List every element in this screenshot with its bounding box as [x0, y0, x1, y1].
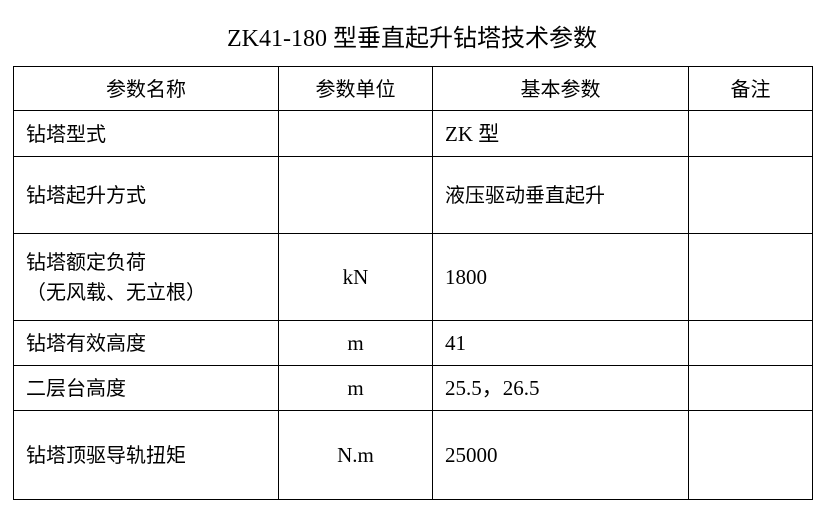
parameters-table: 参数名称 参数单位 基本参数 备注 钻塔型式 ZK 型 钻塔起升方式 液压驱动垂… — [13, 66, 813, 500]
param-name: 钻塔型式 — [13, 110, 279, 157]
param-note — [688, 320, 813, 366]
param-unit — [278, 110, 433, 157]
header-unit: 参数单位 — [278, 66, 433, 111]
param-value: 1800 — [432, 233, 689, 321]
table-row: 钻塔额定负荷 （无风载、无立根） kN 1800 — [13, 233, 813, 321]
header-name: 参数名称 — [13, 66, 279, 111]
param-unit: m — [278, 320, 433, 366]
param-name: 钻塔起升方式 — [13, 156, 279, 234]
table-header-row: 参数名称 参数单位 基本参数 备注 — [13, 66, 813, 111]
param-name: 钻塔额定负荷 （无风载、无立根） — [13, 233, 279, 321]
param-value: ZK 型 — [432, 110, 689, 157]
param-note — [688, 365, 813, 411]
table-row: 钻塔有效高度 m 41 — [13, 320, 813, 366]
param-value: 25.5，26.5 — [432, 365, 689, 411]
param-unit: m — [278, 365, 433, 411]
param-name: 钻塔顶驱导轨扭矩 — [13, 410, 279, 500]
param-note — [688, 156, 813, 234]
table-row: 钻塔型式 ZK 型 — [13, 110, 813, 157]
document-title: ZK41-180 型垂直起升钻塔技术参数 — [227, 26, 597, 52]
param-value: 液压驱动垂直起升 — [432, 156, 689, 234]
param-note — [688, 410, 813, 500]
param-unit: N.m — [278, 410, 433, 500]
param-name-line2: （无风载、无立根） — [26, 280, 206, 304]
param-name: 二层台高度 — [13, 365, 279, 411]
header-value: 基本参数 — [432, 66, 689, 111]
table-row: 钻塔起升方式 液压驱动垂直起升 — [13, 156, 813, 234]
param-unit: kN — [278, 233, 433, 321]
param-value: 41 — [432, 320, 689, 366]
param-note — [688, 233, 813, 321]
header-note: 备注 — [688, 66, 813, 111]
table-row: 钻塔顶驱导轨扭矩 N.m 25000 — [13, 410, 813, 500]
param-name-line1: 钻塔额定负荷 — [26, 250, 146, 274]
param-unit — [278, 156, 433, 234]
param-name: 钻塔有效高度 — [13, 320, 279, 366]
param-value: 25000 — [432, 410, 689, 500]
table-row: 二层台高度 m 25.5，26.5 — [13, 365, 813, 411]
param-note — [688, 110, 813, 157]
